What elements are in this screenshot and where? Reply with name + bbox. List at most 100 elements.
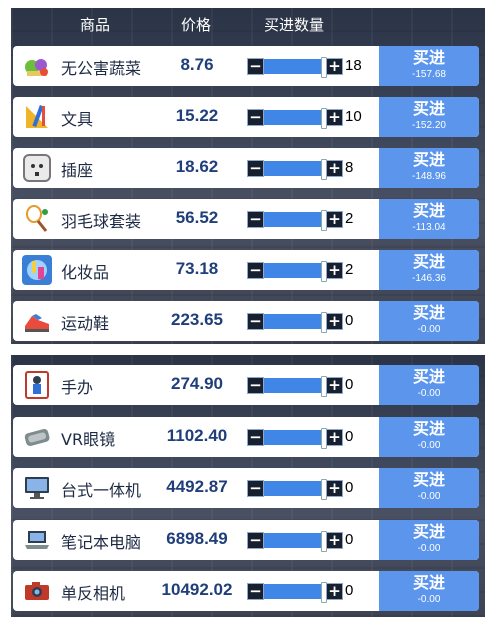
buy-label: 买进 [412, 150, 445, 169]
power-socket-icon [22, 153, 52, 183]
quantity-stepper: − +0 [247, 582, 377, 603]
quantity-value: 10 [345, 108, 362, 125]
item-name: 手办 [61, 378, 94, 397]
quantity-slider[interactable] [264, 378, 323, 393]
quantity-slider[interactable] [264, 263, 323, 278]
quantity-slider[interactable] [264, 584, 323, 599]
quantity-stepper: − +0 [247, 479, 377, 500]
item-row: 羽毛球套装 56.52 − +2 买进 -113.04 [13, 199, 479, 239]
quantity-stepper: − +0 [247, 376, 377, 397]
decrease-button[interactable]: − [247, 211, 264, 228]
decrease-button[interactable]: − [247, 58, 264, 75]
item-price: 15.22 [175, 106, 219, 125]
buy-button[interactable]: 买进 -146.36 [379, 250, 479, 290]
item-price: 18.62 [175, 157, 219, 176]
buy-cost: -0.00 [417, 324, 441, 335]
vr-headset-icon [22, 421, 52, 452]
buy-button[interactable]: 买进 -0.00 [379, 365, 479, 405]
item-name: 插座 [61, 161, 94, 180]
increase-button[interactable]: + [326, 262, 343, 279]
quantity-value: 0 [345, 530, 354, 548]
increase-button[interactable]: + [326, 377, 343, 394]
item-name: 羽毛球套装 [61, 212, 142, 231]
decrease-button[interactable]: − [247, 480, 264, 497]
item-row: VR眼镜 1102.40 − +0 买进 -0.00 [13, 416, 479, 457]
decrease-button[interactable]: − [247, 377, 264, 394]
quantity-slider[interactable] [264, 532, 323, 548]
buy-button[interactable]: 买进 -148.96 [379, 148, 479, 188]
buy-cost: -146.36 [412, 273, 446, 284]
quantity-value: 2 [345, 261, 354, 278]
quantity-slider[interactable] [264, 110, 323, 125]
item-name: 笔记本电脑 [61, 532, 142, 552]
quantity-value: 0 [345, 582, 354, 599]
stationery-icon [22, 102, 52, 132]
buy-cost: -148.96 [412, 171, 446, 182]
laptop-icon [22, 524, 52, 555]
quantity-slider[interactable] [264, 161, 323, 176]
item-row: 台式一体机 4492.87 − +0 买进 -0.00 [13, 468, 479, 508]
decrease-button[interactable]: − [247, 109, 264, 126]
buy-button[interactable]: 买进 -0.00 [379, 301, 479, 341]
increase-button[interactable]: + [326, 480, 343, 497]
buy-button[interactable]: 买进 -0.00 [379, 416, 479, 457]
cosmetics-icon [22, 255, 52, 285]
header-price: 价格 [180, 16, 211, 34]
decrease-button[interactable]: − [247, 583, 264, 600]
buy-label: 买进 [412, 521, 445, 541]
buy-cost: -0.00 [417, 594, 441, 605]
quantity-value: 2 [345, 210, 354, 227]
quantity-value: 0 [345, 427, 354, 445]
buy-label: 买进 [412, 303, 445, 322]
buy-label: 买进 [412, 418, 445, 438]
buy-label: 买进 [412, 470, 445, 489]
item-row: 无公害蔬菜 8.76 − +18 买进 -157.68 [13, 46, 479, 86]
figurine-icon [22, 370, 52, 400]
increase-button[interactable]: + [326, 58, 343, 75]
increase-button[interactable]: + [326, 109, 343, 126]
quantity-slider[interactable] [264, 314, 323, 329]
increase-button[interactable]: + [326, 531, 343, 549]
quantity-slider[interactable] [264, 212, 323, 227]
badminton-set-icon [22, 204, 52, 234]
item-name: 化妆品 [61, 263, 110, 282]
increase-button[interactable]: + [326, 160, 343, 177]
item-row: 单反相机 10492.02− +0 买进 -0.00 [13, 571, 479, 611]
quantity-slider[interactable] [264, 429, 323, 445]
buy-label: 买进 [412, 99, 445, 118]
item-name: 无公害蔬菜 [61, 59, 142, 78]
quantity-value: 8 [345, 159, 354, 176]
quantity-slider[interactable] [264, 481, 323, 496]
decrease-button[interactable]: − [247, 531, 264, 549]
decrease-button[interactable]: − [247, 428, 264, 446]
buy-cost: -0.00 [417, 491, 441, 502]
buy-label: 买进 [412, 201, 445, 220]
header-item: 商品 [79, 16, 110, 34]
vegetables-icon [22, 51, 52, 81]
decrease-button[interactable]: − [247, 160, 264, 177]
item-name: 台式一体机 [61, 481, 142, 500]
quantity-stepper: − +2 [247, 210, 377, 231]
quantity-stepper: − +8 [247, 159, 377, 180]
quantity-value: 0 [345, 479, 354, 496]
buy-button[interactable]: 买进 -0.00 [379, 468, 479, 508]
buy-label: 买进 [412, 573, 445, 592]
increase-button[interactable]: + [326, 313, 343, 330]
increase-button[interactable]: + [326, 428, 343, 446]
buy-button[interactable]: 买进 -0.00 [379, 519, 479, 560]
decrease-button[interactable]: − [247, 262, 264, 279]
buy-button[interactable]: 买进 -113.04 [379, 199, 479, 239]
item-price: 6898.49 [166, 528, 228, 548]
item-name: 文具 [61, 110, 94, 129]
decrease-button[interactable]: − [247, 313, 264, 330]
buy-button[interactable]: 买进 -152.20 [379, 97, 479, 137]
buy-button[interactable]: 买进 -0.00 [379, 571, 479, 611]
market-panel-top: 商品 价格 买进数量 无公害蔬菜 8.76 − +18 买进 -157.68 文具 15.22… [11, 8, 485, 344]
quantity-stepper: − +0 [247, 312, 377, 333]
quantity-slider[interactable] [264, 59, 323, 74]
increase-button[interactable]: + [326, 583, 343, 600]
buy-cost: -0.00 [417, 388, 441, 399]
item-price: 1102.40 [166, 425, 228, 445]
buy-button[interactable]: 买进 -157.68 [379, 46, 479, 86]
increase-button[interactable]: + [326, 211, 343, 228]
